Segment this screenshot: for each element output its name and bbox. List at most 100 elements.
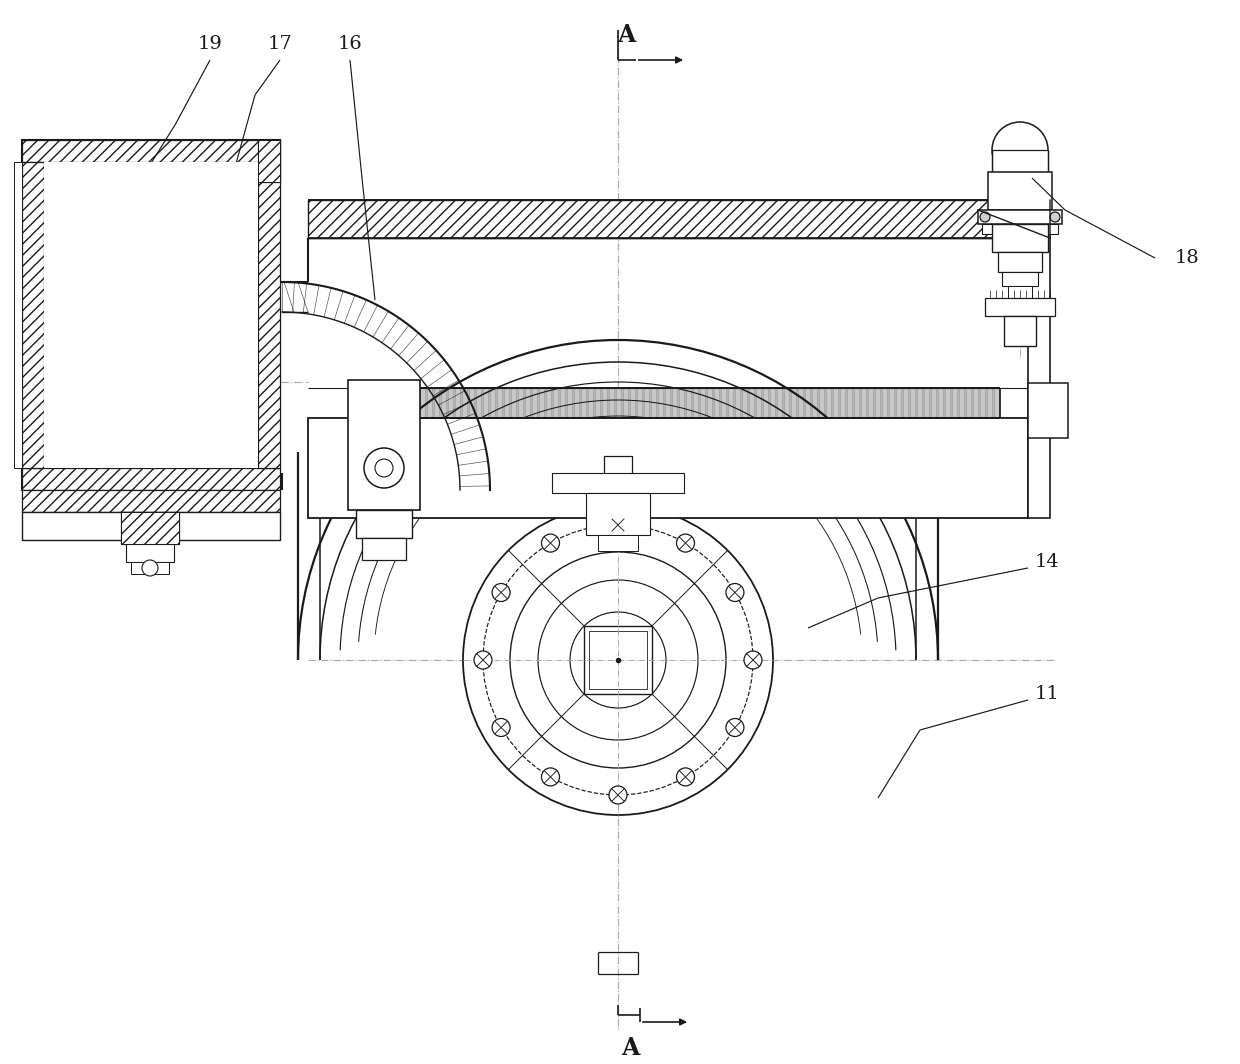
Circle shape [542,534,559,552]
Bar [122,512,179,544]
Circle shape [474,651,492,669]
Circle shape [510,552,725,768]
Bar [959,388,965,418]
Bar [589,631,647,689]
Circle shape [725,583,744,601]
Bar [539,388,546,418]
Bar [875,388,880,418]
Bar [987,388,993,418]
Bar [982,225,994,234]
Bar [497,388,503,418]
Bar [476,388,482,418]
Bar [604,456,632,500]
Circle shape [542,768,559,786]
Circle shape [1050,212,1060,222]
Text: 17: 17 [268,35,293,53]
Bar [973,388,980,418]
Bar [924,388,930,418]
Bar [413,388,419,418]
Bar [742,388,748,418]
Bar [441,388,446,418]
Bar [945,388,951,418]
Bar [532,388,538,418]
Bar [455,388,461,418]
Bar [525,388,531,418]
Bar [784,388,790,418]
Bar [728,388,734,418]
Bar [918,388,923,418]
Text: 19: 19 [197,35,222,53]
Bar [992,225,1048,252]
Bar [1028,200,1050,518]
Circle shape [365,448,404,488]
Bar [1047,225,1058,234]
Circle shape [677,534,694,552]
Circle shape [744,651,763,669]
Text: 18: 18 [1176,249,1200,267]
Circle shape [492,583,510,601]
Bar [665,388,671,418]
Bar [889,388,895,418]
Bar [749,388,755,418]
Circle shape [492,718,510,736]
Bar [630,388,636,418]
Bar [637,388,644,418]
Bar [392,388,398,418]
Bar [985,298,1055,316]
Bar [644,388,650,418]
Bar [686,388,692,418]
Text: 11: 11 [1035,685,1060,703]
Bar [994,388,999,418]
Bar [826,388,832,418]
Bar [937,388,944,418]
Bar [567,388,573,418]
Bar [22,162,43,468]
Bar [552,473,684,493]
Bar [365,388,370,418]
Bar [420,388,427,418]
Bar [258,140,280,182]
Bar [131,562,169,573]
Bar [854,388,861,418]
Bar [405,388,412,418]
Bar [1002,272,1038,286]
Bar [357,388,363,418]
Bar [805,388,811,418]
Bar [518,388,525,418]
Bar [126,544,174,562]
Bar [833,388,839,418]
Bar [763,388,769,418]
Bar [574,388,580,418]
Bar [348,380,420,510]
Bar [601,388,608,418]
Bar [903,388,909,418]
Bar [980,388,986,418]
Bar [658,388,663,418]
Bar [22,491,280,512]
Bar [553,388,559,418]
Bar [258,162,280,468]
Bar [818,388,825,418]
Bar [931,388,937,418]
Bar [910,388,916,418]
Bar [546,388,552,418]
Circle shape [677,768,694,786]
Bar [43,162,258,468]
Bar [362,538,405,560]
Bar [378,388,384,418]
Circle shape [725,718,744,736]
Bar [356,510,412,538]
Bar [503,388,510,418]
Bar [22,140,280,491]
Bar [384,388,391,418]
Circle shape [600,642,636,678]
Bar [122,512,179,544]
Bar [882,388,888,418]
Bar [434,388,440,418]
Bar [707,388,713,418]
Bar [966,388,972,418]
Bar [992,150,1048,172]
Bar [308,418,1028,518]
Bar [777,388,782,418]
Bar [427,388,433,418]
